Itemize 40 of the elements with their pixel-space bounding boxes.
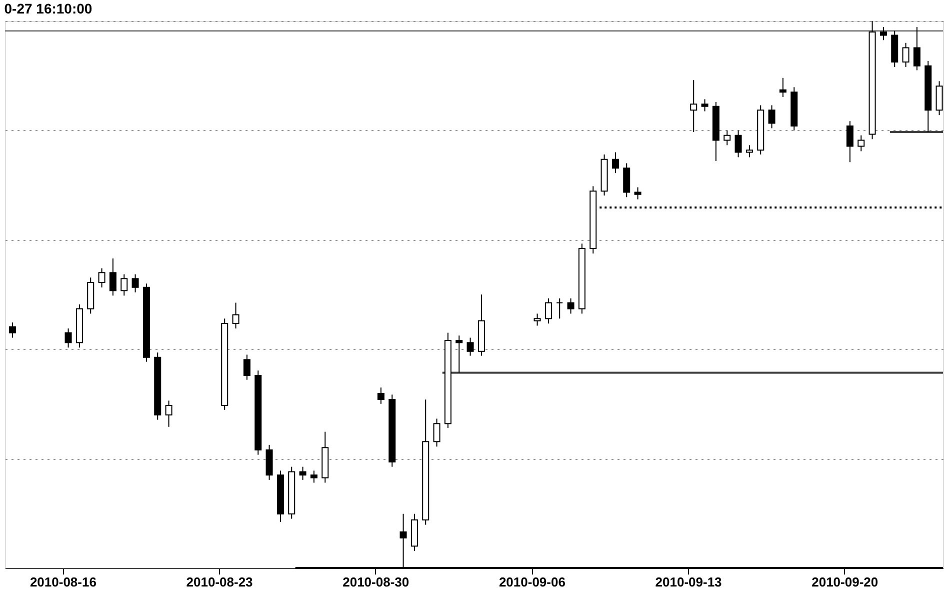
candlestick	[701, 98, 708, 112]
x-tick-label: 2010-08-23	[186, 574, 253, 590]
candlestick	[858, 134, 865, 152]
candlestick	[109, 258, 116, 296]
chart-title: 0-27 16:10:00	[4, 0, 92, 16]
x-tick-label: 2010-09-13	[655, 574, 722, 590]
candlestick	[456, 335, 463, 374]
x-tick-label: 2010-08-16	[30, 574, 96, 590]
candlestick	[902, 42, 910, 68]
candlestick	[132, 274, 139, 293]
candlestick	[612, 152, 619, 174]
candlestick	[880, 26, 887, 41]
candlestick	[544, 298, 552, 324]
candlestick	[690, 80, 698, 133]
candlestick	[243, 354, 250, 380]
candlestick	[98, 268, 106, 288]
candlestick	[846, 120, 854, 163]
candlestick	[734, 130, 742, 158]
candlestick	[377, 386, 384, 404]
candlestick	[299, 466, 306, 480]
candlestick	[724, 130, 731, 146]
x-tick-label: 2010-09-06	[498, 574, 566, 590]
candlestick	[433, 418, 440, 448]
candlestick	[746, 144, 753, 158]
candlestick	[466, 337, 474, 356]
candlestick	[534, 313, 541, 326]
candlestick	[913, 26, 920, 71]
candlestick	[64, 328, 72, 348]
candlestick	[779, 77, 786, 98]
candlestick	[634, 186, 642, 200]
candlestick	[310, 470, 318, 484]
x-tick-label: 2010-08-30	[342, 574, 410, 590]
candlestick	[165, 400, 172, 428]
candlestick	[567, 298, 574, 314]
candlestick	[556, 298, 564, 320]
x-tick-label: 2010-09-20	[812, 574, 878, 590]
candlestick	[120, 274, 128, 296]
candlestick	[232, 302, 240, 329]
candlestick	[768, 104, 776, 129]
candlestick	[8, 322, 16, 338]
